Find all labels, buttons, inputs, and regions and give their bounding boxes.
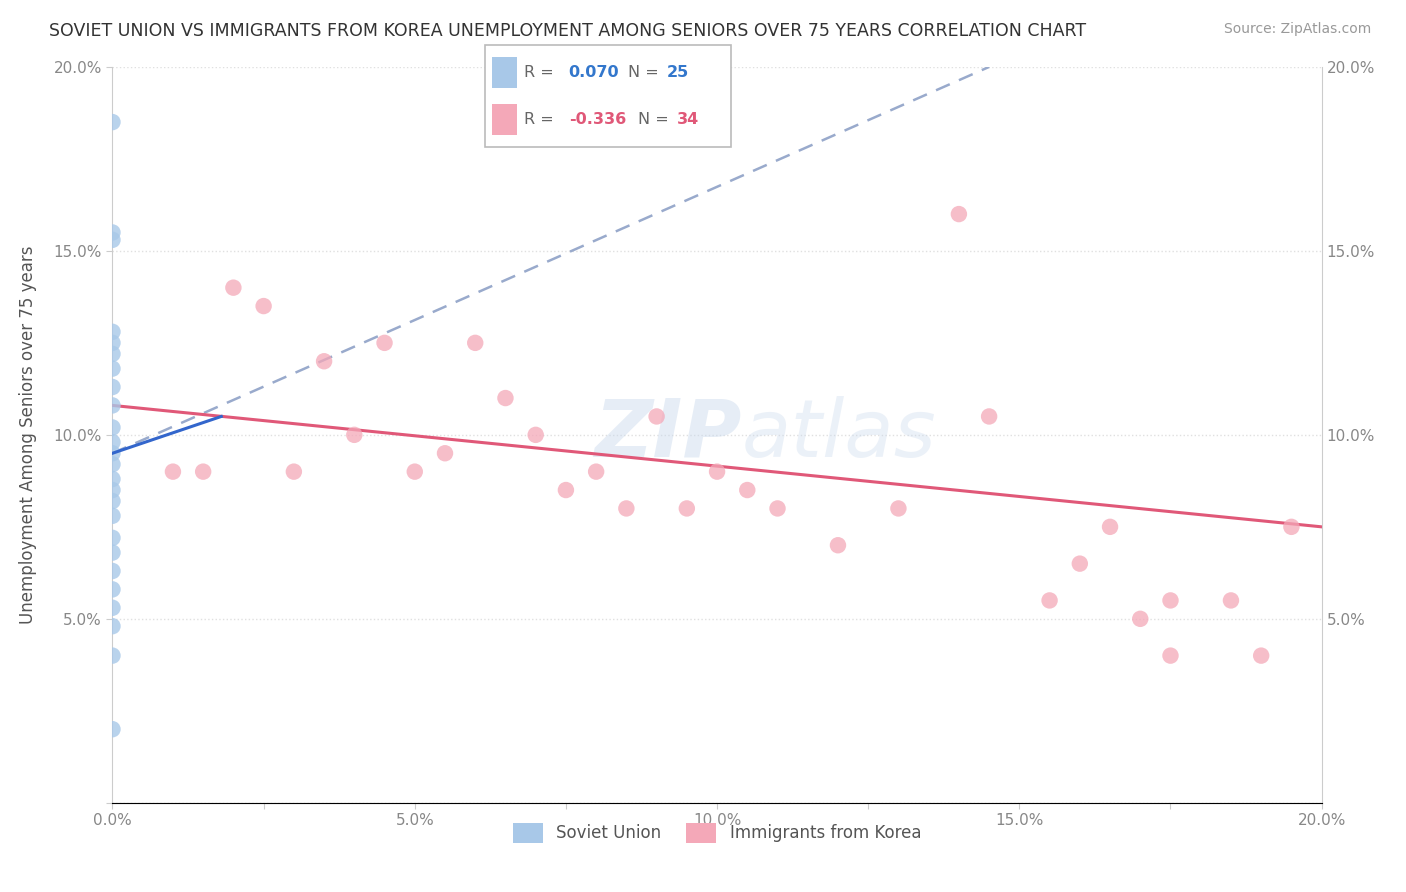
Text: ZIP: ZIP (593, 396, 741, 474)
Point (101, 619, 124, 633)
Point (1129, 612, 1152, 626)
Point (464, 335, 486, 350)
Text: R =: R = (524, 65, 560, 79)
Point (101, 361, 124, 376)
Point (1250, 648, 1272, 663)
Point (101, 233, 124, 247)
Point (101, 723, 124, 737)
Point (495, 391, 517, 405)
Point (374, 335, 396, 350)
Point (101, 494, 124, 508)
Point (101, 545, 124, 560)
Point (948, 207, 970, 221)
Point (314, 354, 336, 368)
Text: -0.336: -0.336 (568, 112, 626, 127)
Point (554, 483, 576, 497)
Point (1098, 520, 1121, 534)
Bar (492, 57, 517, 87)
Point (101, 582, 124, 597)
Point (101, 600, 124, 615)
Point (101, 398, 124, 412)
Text: N =: N = (638, 112, 673, 127)
Point (101, 508, 124, 523)
Point (101, 564, 124, 578)
Text: 25: 25 (666, 65, 689, 79)
Text: 0.070: 0.070 (568, 65, 620, 79)
Y-axis label: Unemployment Among Seniors over 75 years: Unemployment Among Seniors over 75 years (20, 245, 37, 624)
Point (101, 335, 124, 350)
Point (766, 501, 789, 516)
Point (101, 457, 124, 471)
Text: Source: ZipAtlas.com: Source: ZipAtlas.com (1223, 22, 1371, 37)
Point (162, 465, 184, 479)
Point (404, 465, 426, 479)
Text: atlas: atlas (741, 396, 936, 474)
Point (1159, 593, 1181, 607)
Point (101, 531, 124, 545)
Point (101, 115, 124, 129)
Text: R =: R = (524, 112, 560, 127)
Text: SOVIET UNION VS IMMIGRANTS FROM KOREA UNEMPLOYMENT AMONG SENIORS OVER 75 YEARS C: SOVIET UNION VS IMMIGRANTS FROM KOREA UN… (49, 22, 1087, 40)
Point (191, 465, 214, 479)
Point (585, 465, 607, 479)
Point (1220, 593, 1243, 607)
Point (101, 420, 124, 434)
Point (1159, 648, 1181, 663)
Point (222, 280, 245, 294)
Point (977, 409, 1000, 424)
Point (101, 648, 124, 663)
Point (101, 483, 124, 497)
Point (101, 325, 124, 339)
Point (1038, 593, 1062, 607)
Point (827, 538, 849, 552)
Point (101, 446, 124, 460)
Point (101, 435, 124, 450)
Legend: Soviet Union, Immigrants from Korea: Soviet Union, Immigrants from Korea (506, 816, 928, 850)
Text: 34: 34 (678, 112, 699, 127)
Point (737, 483, 759, 497)
Point (343, 427, 366, 442)
Point (675, 501, 697, 516)
Point (616, 501, 638, 516)
Point (887, 501, 910, 516)
Bar (492, 104, 517, 135)
Point (253, 299, 276, 313)
Point (101, 347, 124, 361)
Point (101, 226, 124, 240)
Point (283, 465, 305, 479)
Point (1069, 557, 1091, 571)
Point (706, 465, 728, 479)
Point (101, 380, 124, 394)
Text: N =: N = (627, 65, 664, 79)
Point (645, 409, 668, 424)
Point (101, 472, 124, 486)
Point (524, 427, 547, 442)
Point (1279, 520, 1302, 534)
Point (433, 446, 456, 460)
